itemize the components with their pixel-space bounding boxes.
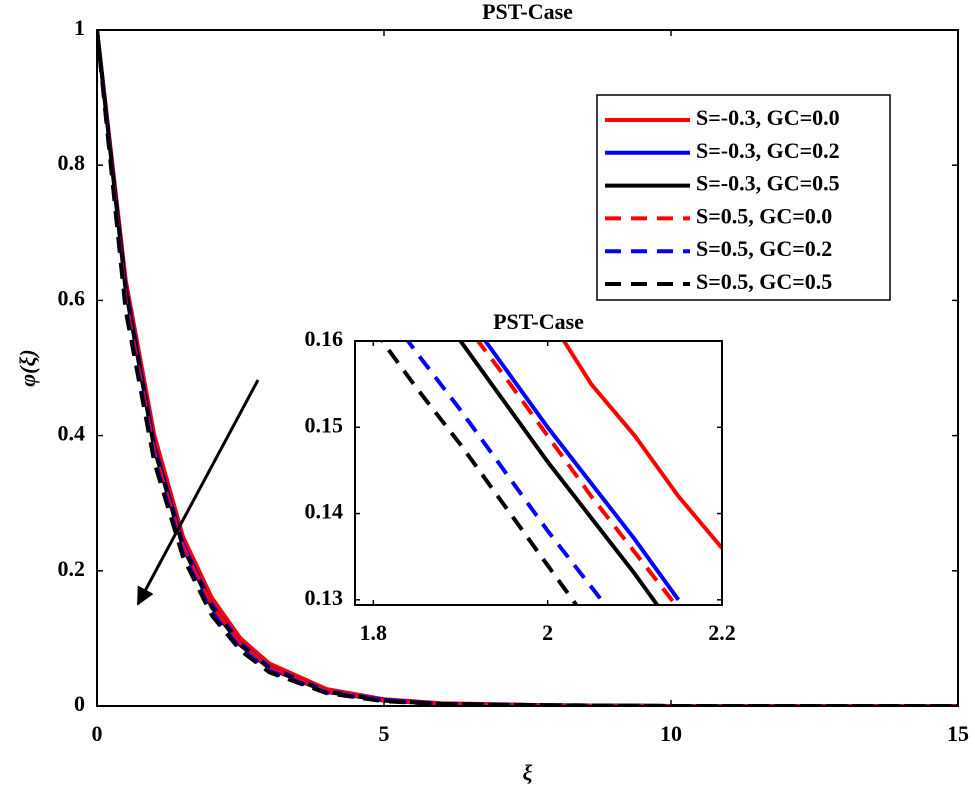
chart-title: PST-Case <box>482 0 573 24</box>
x-tick-label: 2 <box>542 620 553 645</box>
series-line <box>458 341 660 605</box>
legend-label: S=0.5, GC=0.2 <box>696 236 832 261</box>
chart-title: PST-Case <box>493 309 584 334</box>
y-tick-label: 1 <box>74 15 85 40</box>
legend-box <box>596 94 891 301</box>
legend-label: S=0.5, GC=0.5 <box>696 269 832 294</box>
y-axis-label: φ(ξ) <box>15 349 40 386</box>
legend-label: S=-0.3, GC=0.5 <box>696 171 840 196</box>
x-tick-label: 1.8 <box>360 620 388 645</box>
x-tick-label: 15 <box>947 721 969 746</box>
inset-plot: PST-Case 1.8 2 2.2 0.13 0.14 0.15 0.16 <box>305 309 736 645</box>
x-tick-label: 5 <box>379 721 390 746</box>
y-tick-label: 0.14 <box>305 499 344 524</box>
x-tick-label: 2.2 <box>708 620 736 645</box>
series-line <box>482 341 681 601</box>
legend-label: S=0.5, GC=0.0 <box>696 203 832 228</box>
y-tick-label: 0.16 <box>305 326 344 351</box>
axes-frame <box>96 29 959 707</box>
x-tick-label: 0 <box>92 721 103 746</box>
y-tick-label: 0.15 <box>305 412 344 437</box>
y-tick-label: 0.8 <box>58 150 86 175</box>
arrow <box>136 379 260 606</box>
y-tick-label: 0 <box>74 691 85 716</box>
series-line <box>561 341 722 550</box>
series-line <box>379 341 579 605</box>
axes-frame <box>354 340 723 606</box>
x-axis-label: ξ <box>523 760 533 785</box>
series-line <box>405 341 608 605</box>
y-tick-label: 0.6 <box>58 285 86 310</box>
y-tick-label: 0.13 <box>305 585 344 610</box>
x-tick-label: 10 <box>660 721 682 746</box>
legend-label: S=-0.3, GC=0.2 <box>696 138 840 163</box>
y-tick-label: 0.4 <box>58 421 86 446</box>
legend: S=-0.3, GC=0.0 S=-0.3, GC=0.2 S=-0.3, GC=0… <box>596 94 891 301</box>
y-tick-label: 0.2 <box>58 556 86 581</box>
series-line <box>475 341 679 605</box>
legend-label: S=-0.3, GC=0.0 <box>696 105 840 130</box>
